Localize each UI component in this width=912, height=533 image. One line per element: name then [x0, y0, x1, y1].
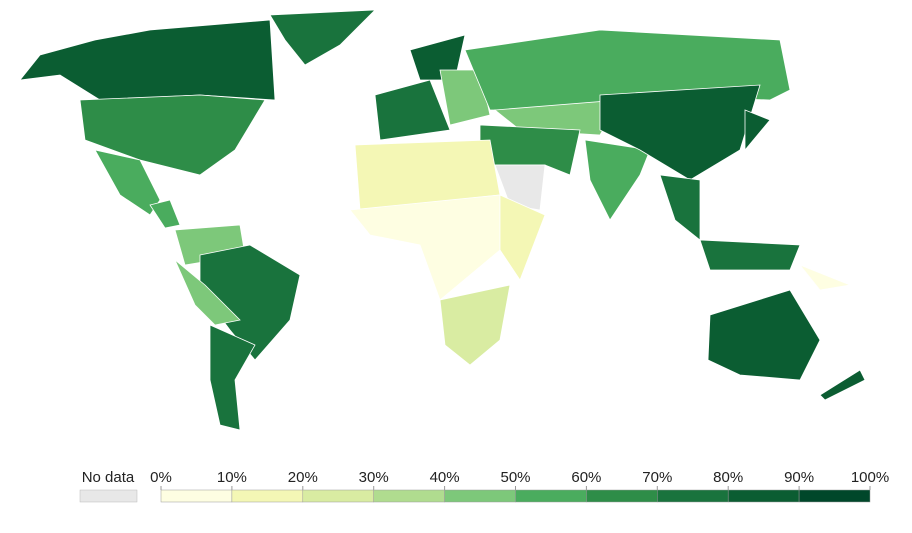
legend-tick-label: 20%	[288, 469, 318, 486]
region	[707, 289, 821, 381]
region	[798, 264, 852, 291]
legend-tick-label: 60%	[571, 469, 601, 486]
region	[349, 194, 501, 301]
legend-tick-label: 50%	[500, 469, 530, 486]
region	[209, 324, 256, 431]
legend-swatch	[373, 489, 445, 503]
legend-swatch	[798, 489, 871, 503]
region	[699, 239, 801, 271]
legend-swatch	[231, 489, 304, 503]
map	[19, 9, 866, 431]
legend-tick-label: 80%	[713, 469, 743, 486]
legend-swatch	[302, 489, 374, 503]
legend-tick-label: 40%	[430, 469, 460, 486]
legend-tick-label: 70%	[642, 469, 672, 486]
no-data-swatch	[79, 489, 138, 503]
legend-swatch	[160, 489, 233, 503]
legend: No data 0% 10% 20% 30% 40% 50% 60% 70% 80% 90% 100…	[79, 469, 889, 503]
legend-tick-label: 90%	[784, 469, 814, 486]
legend-swatch	[586, 489, 658, 503]
legend-tick-label: 0%	[150, 469, 172, 486]
region	[819, 369, 866, 401]
legend-swatch	[515, 489, 587, 503]
region	[174, 259, 241, 326]
region	[149, 199, 181, 229]
region	[744, 109, 771, 152]
no-data-label: No data	[82, 469, 135, 486]
legend-swatch	[444, 489, 516, 503]
region	[439, 284, 511, 366]
legend-swatch	[727, 489, 800, 503]
region	[19, 19, 276, 101]
region	[494, 164, 546, 211]
region	[499, 194, 546, 281]
region	[493, 99, 621, 136]
legend-tick-label: 10%	[217, 469, 247, 486]
region	[584, 139, 651, 221]
region	[374, 79, 451, 141]
region	[439, 69, 491, 126]
region	[79, 94, 266, 176]
legend-tick-label: 100%	[851, 469, 889, 486]
legend-swatch	[657, 489, 729, 503]
legend-tick-label: 30%	[359, 469, 389, 486]
region	[269, 9, 377, 66]
region	[659, 174, 701, 241]
